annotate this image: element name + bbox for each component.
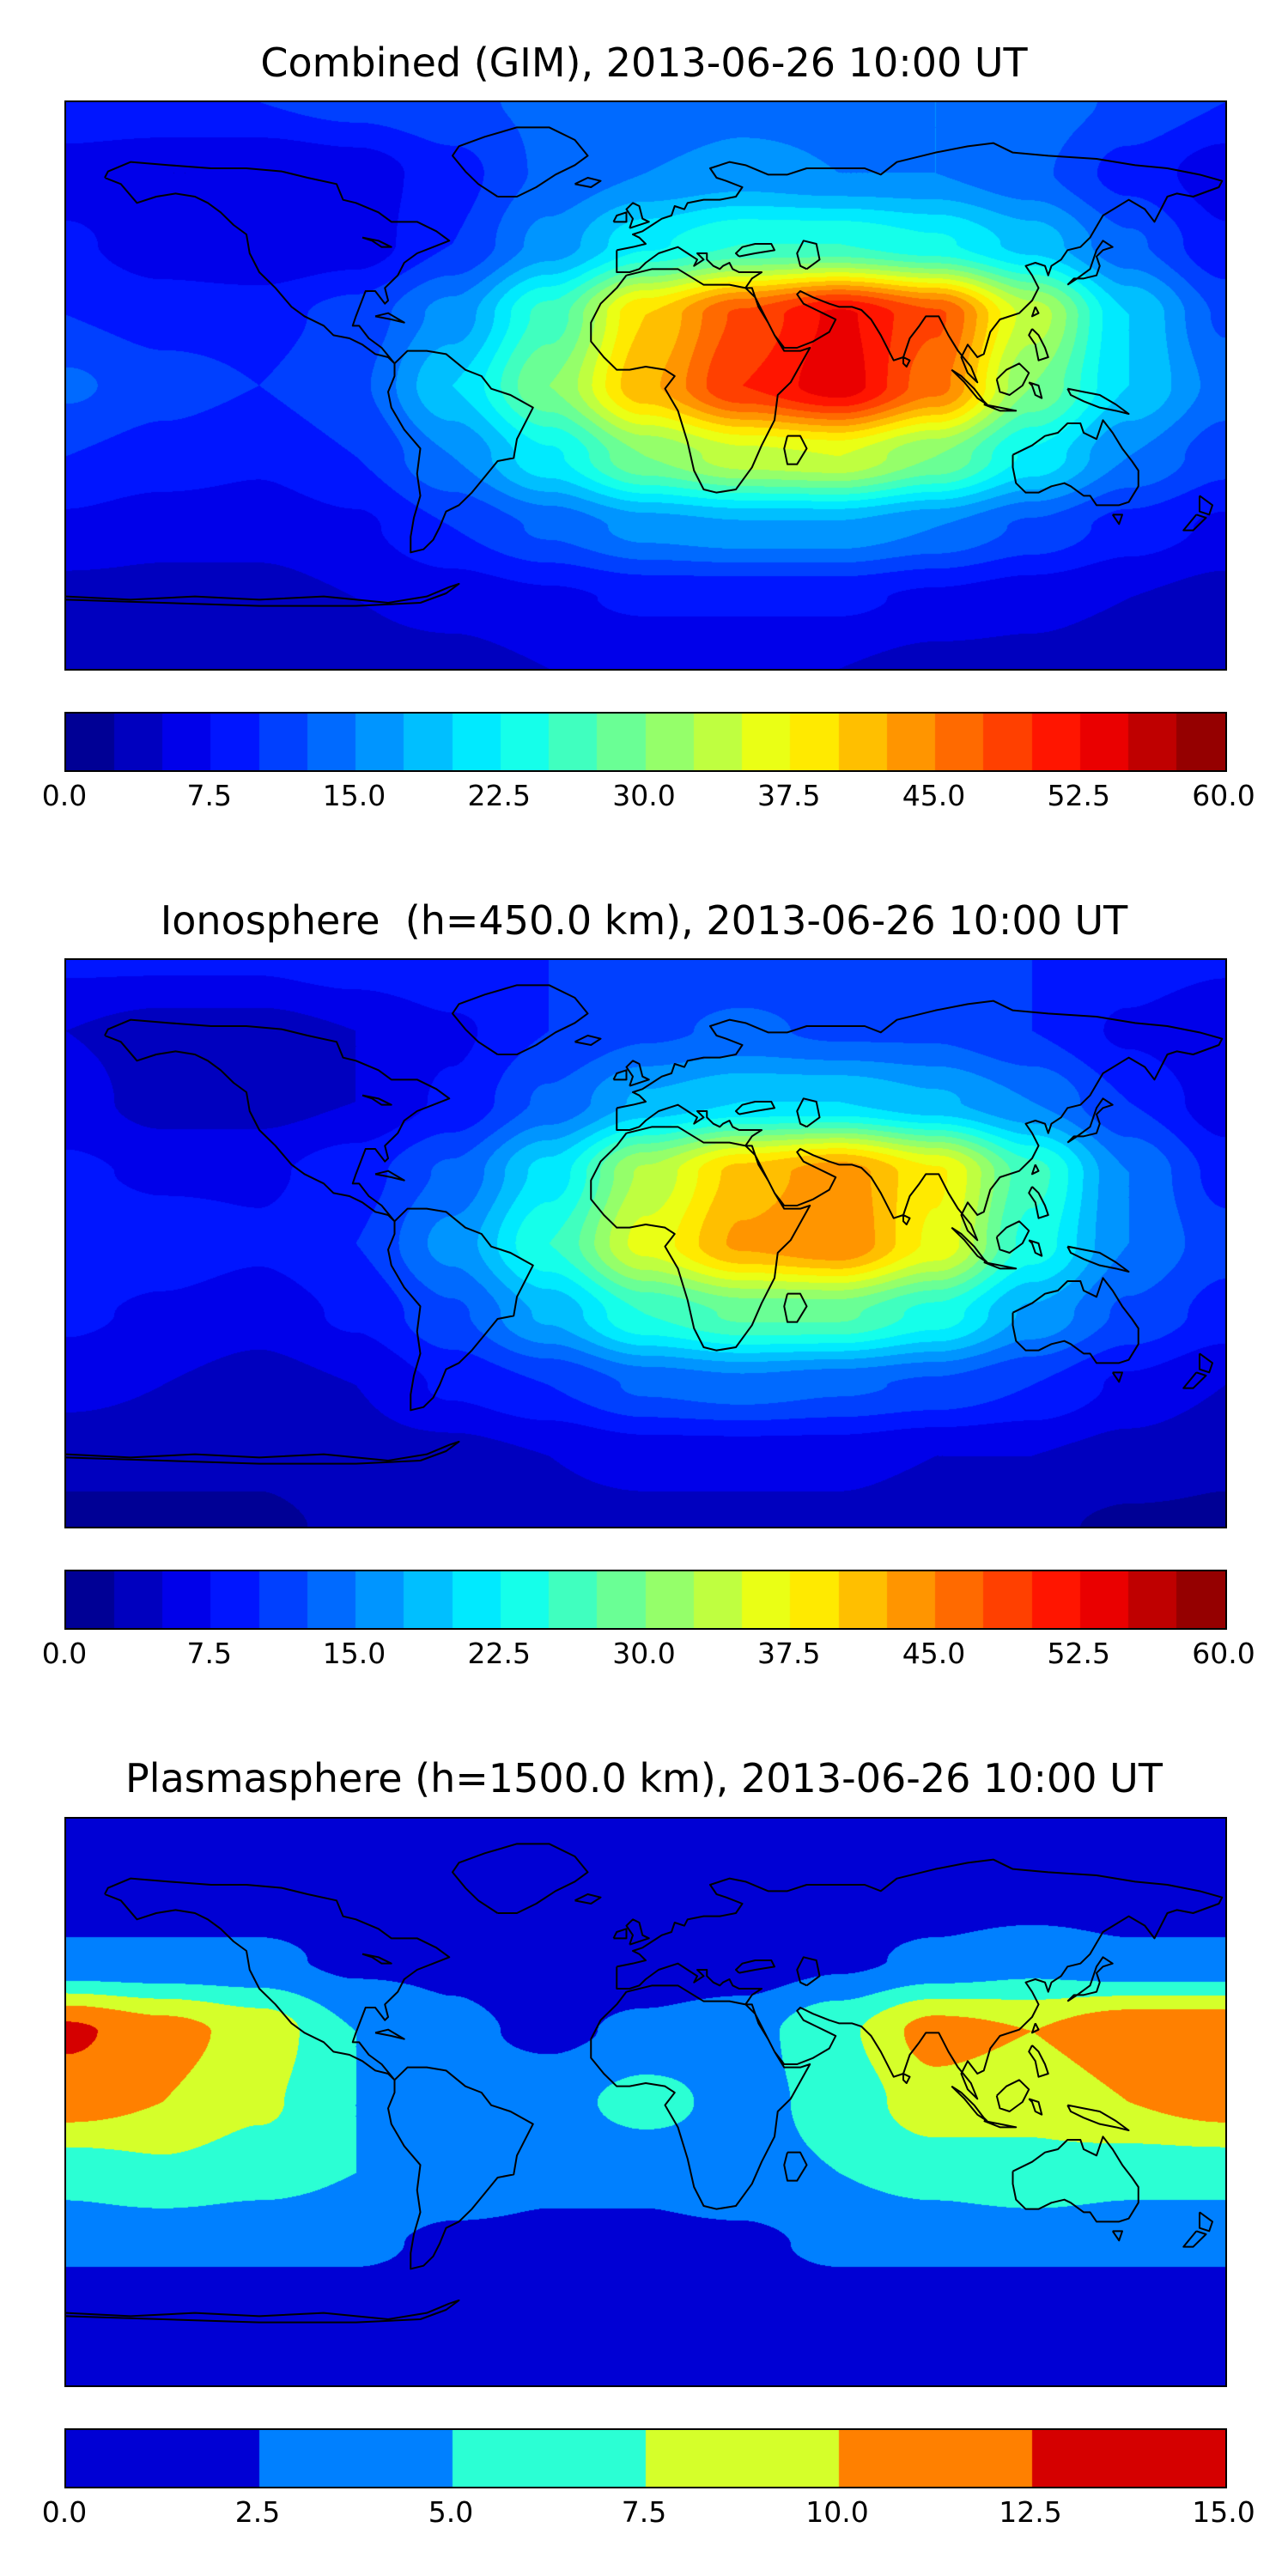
colorbar-canvas-plasmasphere [66, 2429, 1225, 2487]
colorbar-plasmasphere [64, 2427, 1227, 2488]
colorbar-tick-label: 30.0 [612, 779, 676, 813]
coastlines-icon [66, 102, 1225, 669]
map-ionosphere [64, 958, 1227, 1529]
colorbar-tick-label: 60.0 [1192, 1637, 1255, 1671]
colorbar-tick-label: 60.0 [1192, 779, 1255, 813]
panel-plasmasphere: Plasmasphere (h=1500.0 km), 2013-06-26 1… [42, 1755, 1255, 2535]
colorbar-tick-label: 12.5 [999, 2494, 1062, 2529]
colorbar-tick-label: 52.5 [1047, 1637, 1110, 1671]
colorbar-tick-label: 15.0 [1192, 2494, 1255, 2529]
colorbar-tick-label: 0.0 [41, 2494, 88, 2529]
colorbar-tick-label: 2.5 [234, 2494, 281, 2529]
colorbar-tick-label: 37.5 [757, 1637, 821, 1671]
coastline-path [66, 128, 1222, 606]
colorbar-tick-label: 52.5 [1047, 779, 1110, 813]
colorbar-ionosphere [64, 1570, 1227, 1631]
colorbar-tick-label: 7.5 [186, 1637, 232, 1671]
colorbar-ticks-ionosphere: 0.0 7.5 15.0 22.5 30.0 37.5 45.0 52.5 60.0 [42, 1637, 1255, 1676]
panel-title-plasmasphere: Plasmasphere (h=1500.0 km), 2013-06-26 1… [125, 1755, 1163, 1802]
panel-title-ionosphere: Ionosphere (h=450.0 km), 2013-06-26 10:0… [160, 897, 1128, 945]
panel-combined: Combined (GIM), 2013-06-26 10:00 UT 0.0 7… [42, 39, 1255, 818]
colorbar-tick-label: 15.0 [322, 1637, 386, 1671]
panel-title-combined: Combined (GIM), 2013-06-26 10:00 UT [260, 39, 1028, 86]
colorbar-tick-label: 7.5 [186, 779, 232, 813]
map-combined [64, 100, 1227, 671]
colorbar-tick-label: 15.0 [322, 779, 386, 813]
colorbar-ticks-plasmasphere: 0.0 2.5 5.0 7.5 10.0 12.5 15.0 [42, 2494, 1255, 2535]
colorbar-tick-label: 22.5 [467, 779, 531, 813]
colorbar-canvas-combined [66, 714, 1225, 771]
colorbar-tick-label: 5.0 [428, 2494, 474, 2529]
colorbar-tick-label: 37.5 [757, 779, 821, 813]
colorbar-tick-label: 0.0 [41, 1637, 88, 1671]
colorbar-tick-label: 30.0 [612, 1637, 676, 1671]
panel-ionosphere: Ionosphere (h=450.0 km), 2013-06-26 10:0… [42, 897, 1255, 1676]
coastlines-icon [66, 1819, 1225, 2385]
colorbar-tick-label: 22.5 [467, 1637, 531, 1671]
colorbar-tick-label: 10.0 [805, 2494, 869, 2529]
coastline-path [66, 986, 1222, 1464]
colorbar-tick-label: 45.0 [902, 779, 966, 813]
coastlines-icon [66, 960, 1225, 1527]
map-plasmasphere [64, 1816, 1227, 2387]
colorbar-combined [64, 712, 1227, 773]
colorbar-tick-label: 7.5 [621, 2494, 667, 2529]
colorbar-tick-label: 45.0 [902, 1637, 966, 1671]
coastline-path [66, 1844, 1222, 2322]
colorbar-ticks-combined: 0.0 7.5 15.0 22.5 30.0 37.5 45.0 52.5 60.0 [42, 779, 1255, 818]
colorbar-canvas-ionosphere [66, 1571, 1225, 1629]
colorbar-tick-label: 0.0 [41, 779, 88, 813]
